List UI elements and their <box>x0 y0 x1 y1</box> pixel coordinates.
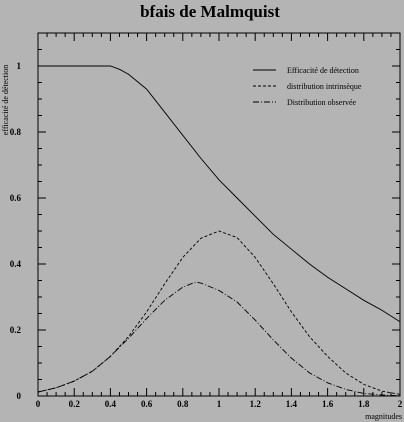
x-tick-label: 1.4 <box>286 399 298 409</box>
y-tick-label: 1 <box>17 61 22 71</box>
legend-label: Distribution observée <box>287 98 357 107</box>
x-axis-label: magnitudes <box>365 412 402 421</box>
x-tick-labels: 0 0.2 0.4 0.6 0.8 1 1.2 1.4 1.6 1.8 2 <box>36 399 403 409</box>
x-tick-label: 1.8 <box>358 399 370 409</box>
series-line <box>37 281 401 397</box>
x-tick-label: 1.6 <box>322 399 334 409</box>
legend-label: distribution intrinsèque <box>287 82 362 91</box>
series-line <box>38 65 401 323</box>
x-tick-label: 0.4 <box>105 399 117 409</box>
legend: Efficacité de détection distribution intr… <box>253 66 362 107</box>
x-tick-label: 2 <box>398 399 403 409</box>
y-tick-label: 0.6 <box>10 193 22 203</box>
x-tick-label: 0.2 <box>69 399 81 409</box>
chart-title: bfais de Malmquist <box>140 2 280 21</box>
series-line <box>37 230 401 395</box>
x-tick-label: 1 <box>217 399 222 409</box>
x-tick-label: 0.6 <box>141 399 153 409</box>
x-tick-label: 1.2 <box>250 399 262 409</box>
y-tick-label: 0.4 <box>10 259 22 269</box>
y-axis-label: efficacité de détection <box>1 65 10 135</box>
legend-label: Efficacité de détection <box>287 66 359 75</box>
y-tick-labels: 0 0.2 0.4 0.6 0.8 1 <box>10 61 22 401</box>
y-tick-label: 0.2 <box>10 325 22 335</box>
x-tick-label: 0 <box>36 399 41 409</box>
y-tick-label: 0.8 <box>10 127 22 137</box>
x-tick-label: 0.8 <box>177 399 189 409</box>
series-lines <box>37 65 401 397</box>
axis-ticks <box>37 32 401 397</box>
y-tick-label: 0 <box>17 391 22 401</box>
